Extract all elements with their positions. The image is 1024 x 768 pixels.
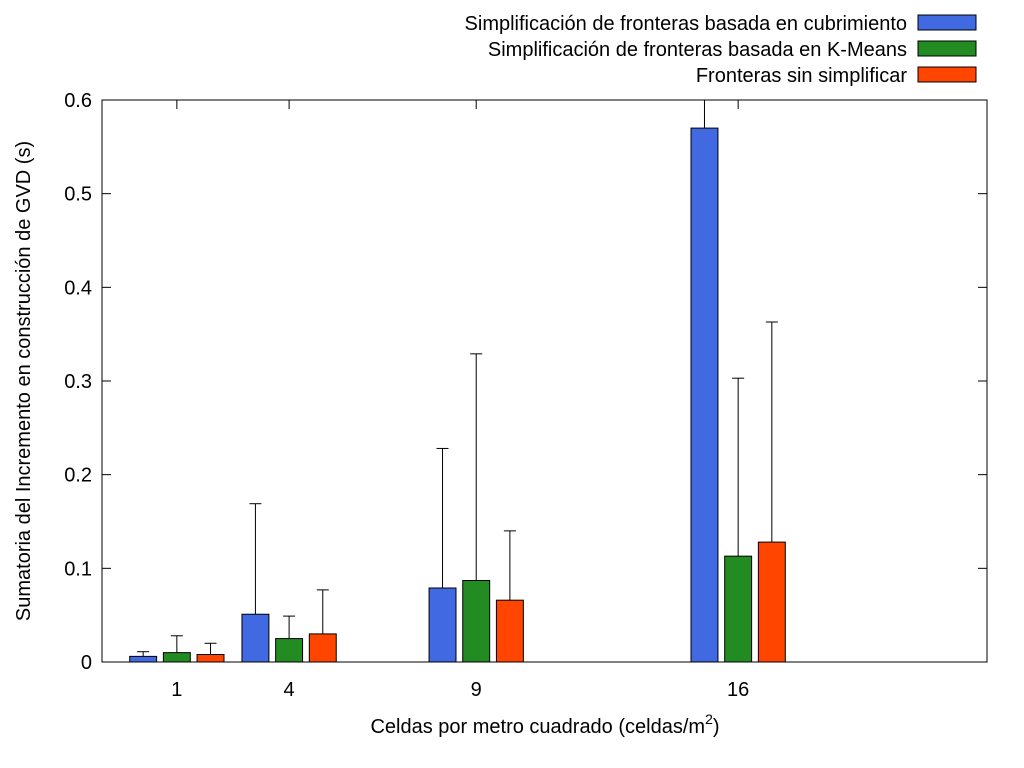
x-axis: 1 4 9 16: [171, 100, 749, 701]
x-axis-label-main: Celdas por metro cuadrado (celdas/m: [370, 716, 705, 738]
error-bars: [137, 100, 778, 657]
x-tick-label: 9: [471, 679, 482, 701]
y-tick-label: 0: [81, 652, 92, 674]
x-axis-label-suffix: ): [713, 716, 720, 738]
bar-series-1: [241, 613, 270, 663]
bar-series-3: [196, 654, 225, 663]
y-tick-label: 0.2: [64, 465, 92, 487]
bar-series-3: [495, 599, 524, 663]
bar-series-2: [462, 580, 491, 663]
y-tick-label: 0.4: [64, 277, 92, 299]
plot-area-frame: [101, 99, 988, 663]
legend-swatch: [917, 14, 977, 31]
bar-series-3: [757, 541, 786, 663]
y-tick-label: 0.6: [64, 90, 92, 112]
bar-series-2: [275, 638, 304, 663]
bars: [129, 127, 786, 663]
bar-series-3: [308, 633, 337, 663]
bar-series-2: [724, 555, 753, 663]
bar-series-1: [129, 655, 158, 663]
legend-swatch: [917, 66, 977, 83]
y-axis-label: Sumatoria del Incremento en construcción…: [13, 141, 35, 621]
x-tick-label: 4: [284, 679, 295, 701]
bar-series-2: [162, 652, 191, 663]
legend-label: Fronteras sin simplificar: [696, 65, 908, 87]
bar-series-1: [690, 127, 719, 663]
legend-swatch: [917, 40, 977, 57]
legend: Simplificación de fronteras basada en cu…: [465, 13, 977, 87]
x-tick-label: 1: [171, 679, 182, 701]
y-tick-label: 0.3: [64, 371, 92, 393]
y-tick-label: 0.1: [64, 558, 92, 580]
x-axis-label-superscript: 2: [705, 711, 713, 727]
legend-label: Simplificación de fronteras basada en cu…: [465, 13, 907, 35]
y-axis: 0 0.1 0.2 0.3 0.4 0.5 0.6: [64, 90, 987, 674]
x-axis-label: Celdas por metro cuadrado (celdas/m2): [370, 711, 719, 738]
x-tick-label: 16: [727, 679, 749, 701]
legend-label: Simplificación de fronteras basada en K-…: [488, 39, 907, 61]
y-tick-label: 0.5: [64, 184, 92, 206]
bar-series-1: [428, 587, 457, 663]
